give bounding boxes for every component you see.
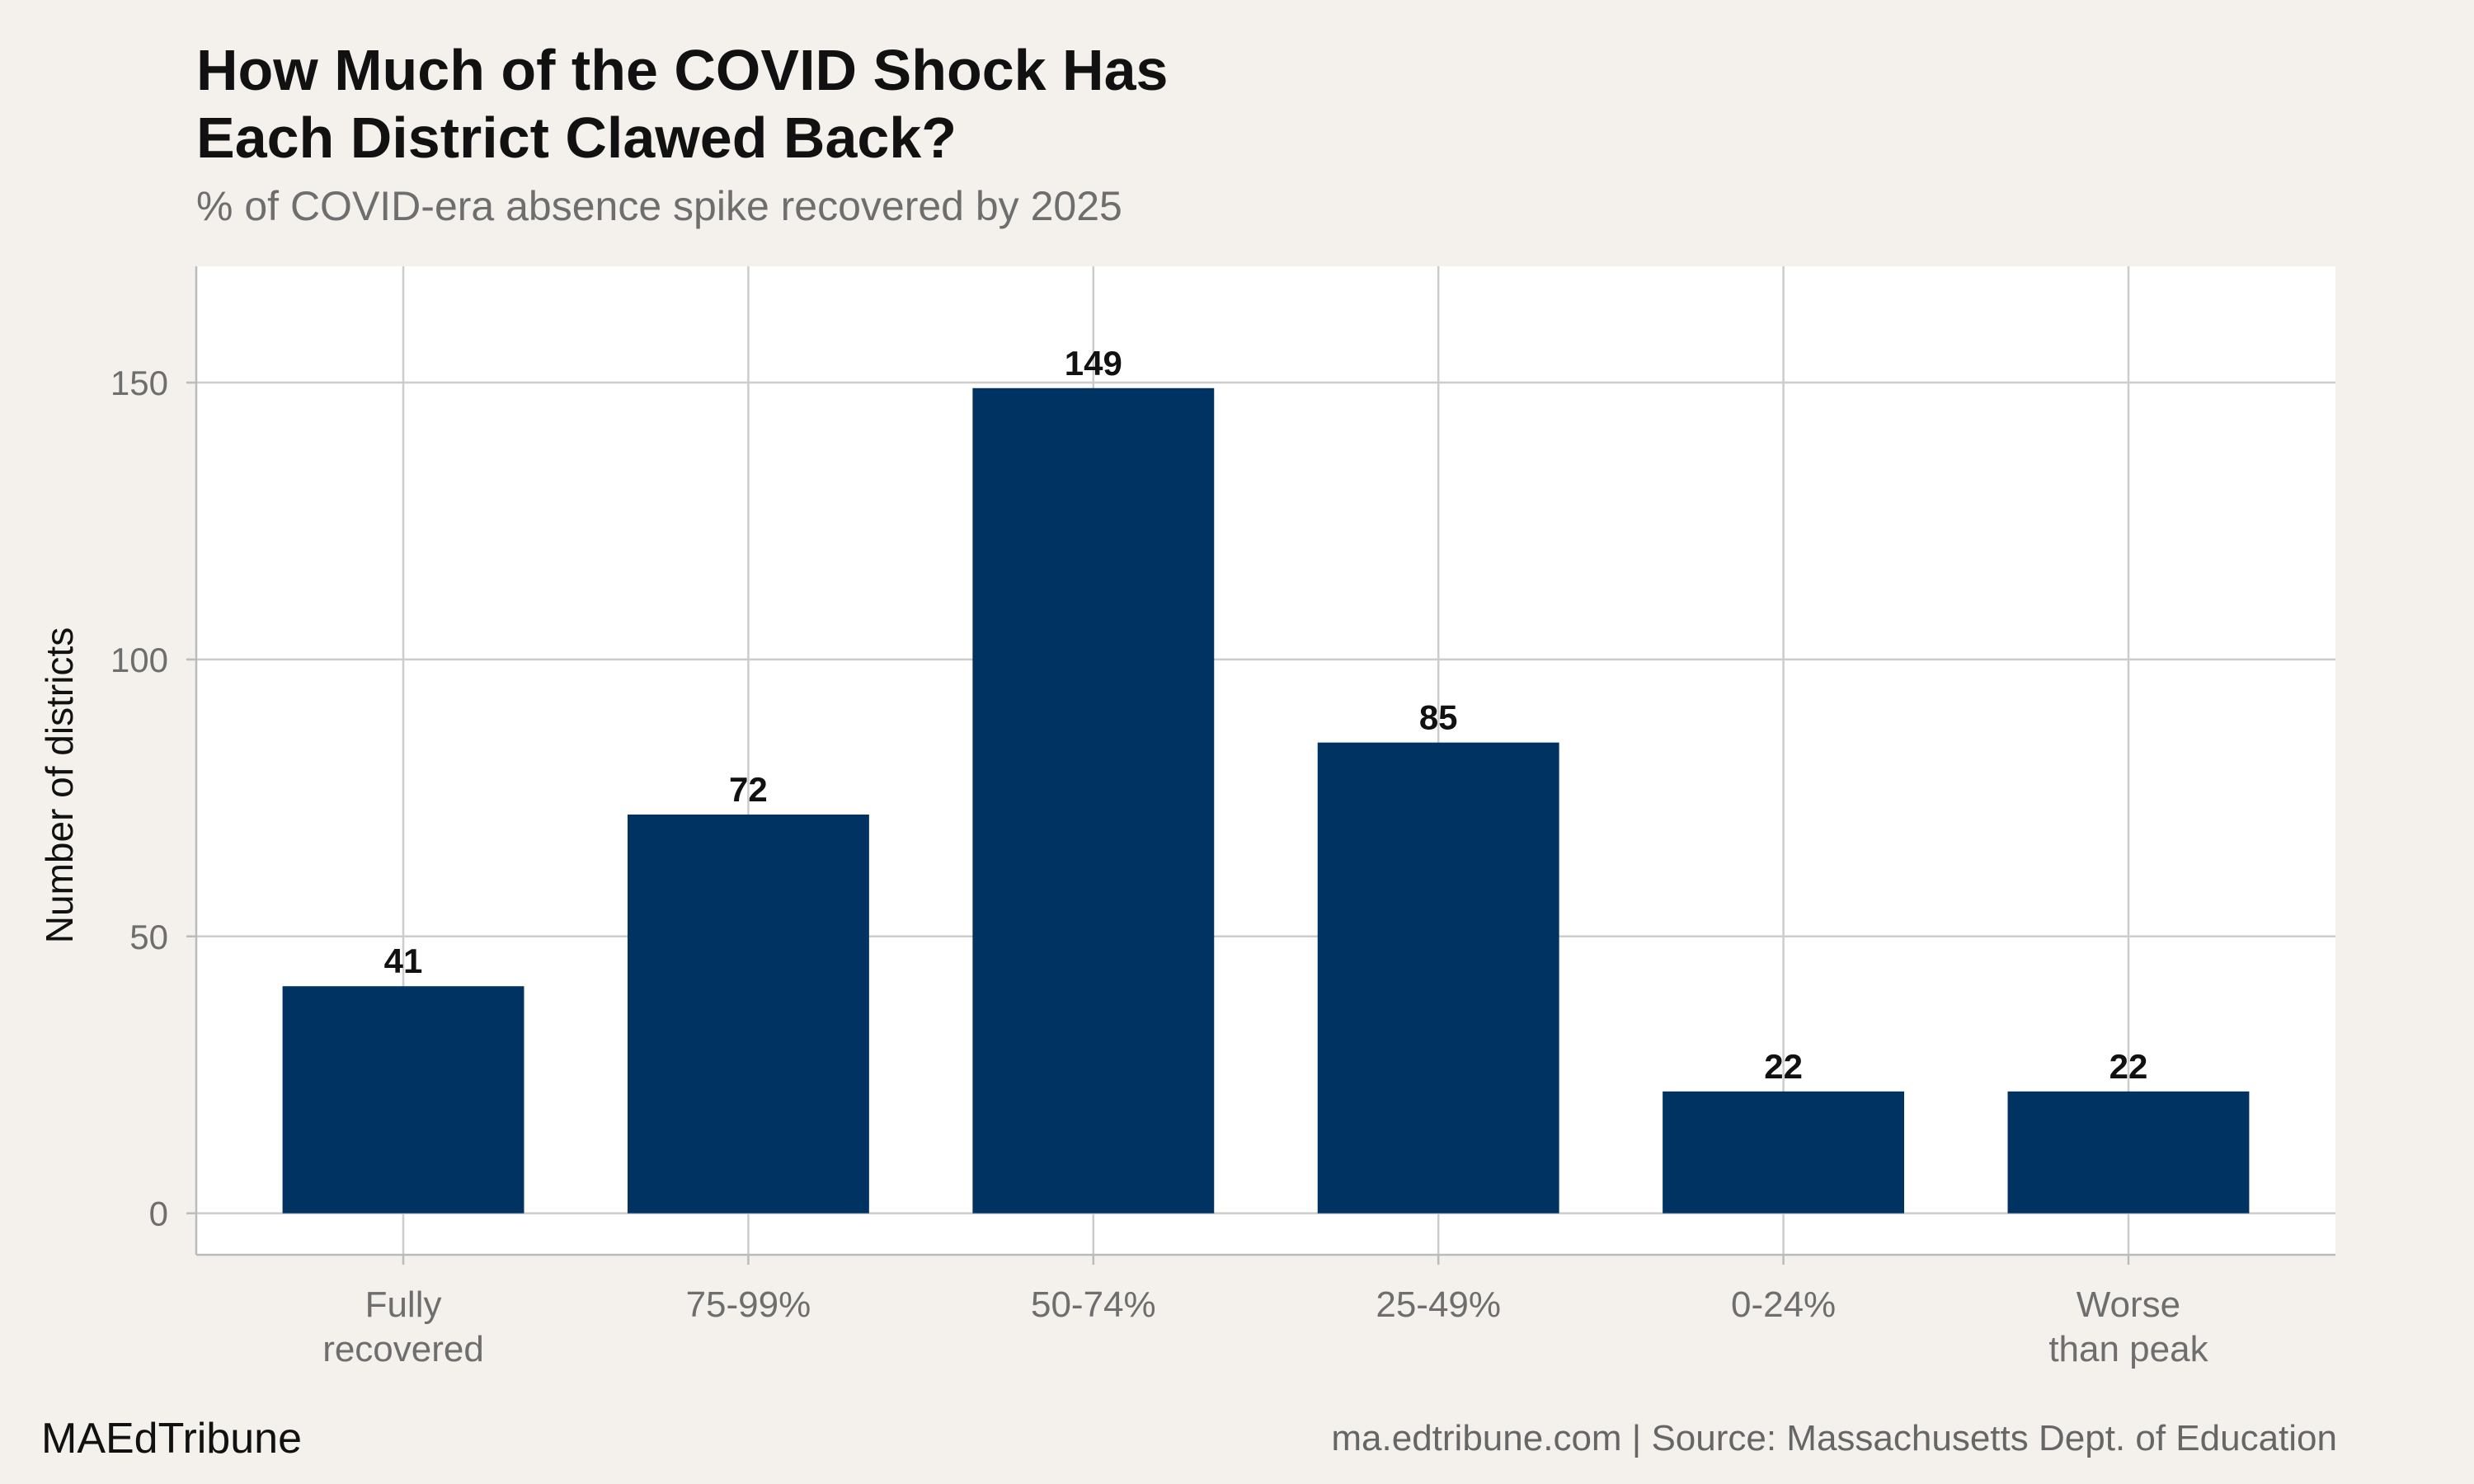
x-tick-label: Fully recovered [322,1284,484,1369]
bar [2007,1091,2250,1214]
y-tick-label: 150 [111,364,168,402]
x-tick-label-line: Worse [2077,1284,2180,1325]
bar [972,387,1215,1214]
data-label: 72 [729,770,768,809]
x-tick-label: 25-49% [1376,1284,1501,1325]
bar [1663,1091,1905,1214]
x-tick-label: 75-99% [686,1284,811,1325]
data-label: 85 [1419,698,1458,737]
chart-subtitle: % of COVID-era absence spike recovered b… [196,183,1122,229]
x-tick-label-line: Fully [365,1284,442,1325]
chart-title-line-1: How Much of the COVID Shock Has [196,38,1169,102]
x-tick-label: 50-74% [1031,1284,1156,1325]
x-tick-label: Worse than peak [2048,1284,2208,1369]
y-tick-label: 50 [129,918,168,956]
x-tick-label-line: 75-99% [686,1284,811,1325]
bar [1317,742,1559,1214]
data-label: 149 [1065,344,1122,383]
chart-title-line-2: Each District Clawed Back? [196,106,957,170]
source-credit: ma.edtribune.com | Source: Massachusetts… [1331,1418,2337,1458]
bar [627,814,869,1214]
x-tick-label-line: 50-74% [1031,1284,1156,1325]
y-tick-label: 100 [111,641,168,679]
x-tick-label-line: than peak [2048,1329,2208,1369]
x-tick-label-line: recovered [322,1329,484,1369]
data-label: 22 [1764,1047,1803,1086]
data-label: 22 [2109,1047,2148,1086]
data-label: 41 [384,942,423,980]
bar [282,986,524,1214]
x-tick-label-line: 0-24% [1731,1284,1836,1325]
y-axis-title: Number of districts [38,627,81,943]
chart-title: How Much of the COVID Shock Has Each Dis… [196,36,1516,171]
y-tick-label: 0 [149,1195,168,1233]
x-tick-label: 0-24% [1731,1284,1836,1325]
plot-panel [196,266,2335,1255]
x-tick-label-line: 25-49% [1376,1284,1501,1325]
brand-logo-text: MAEdTribune [41,1415,302,1463]
